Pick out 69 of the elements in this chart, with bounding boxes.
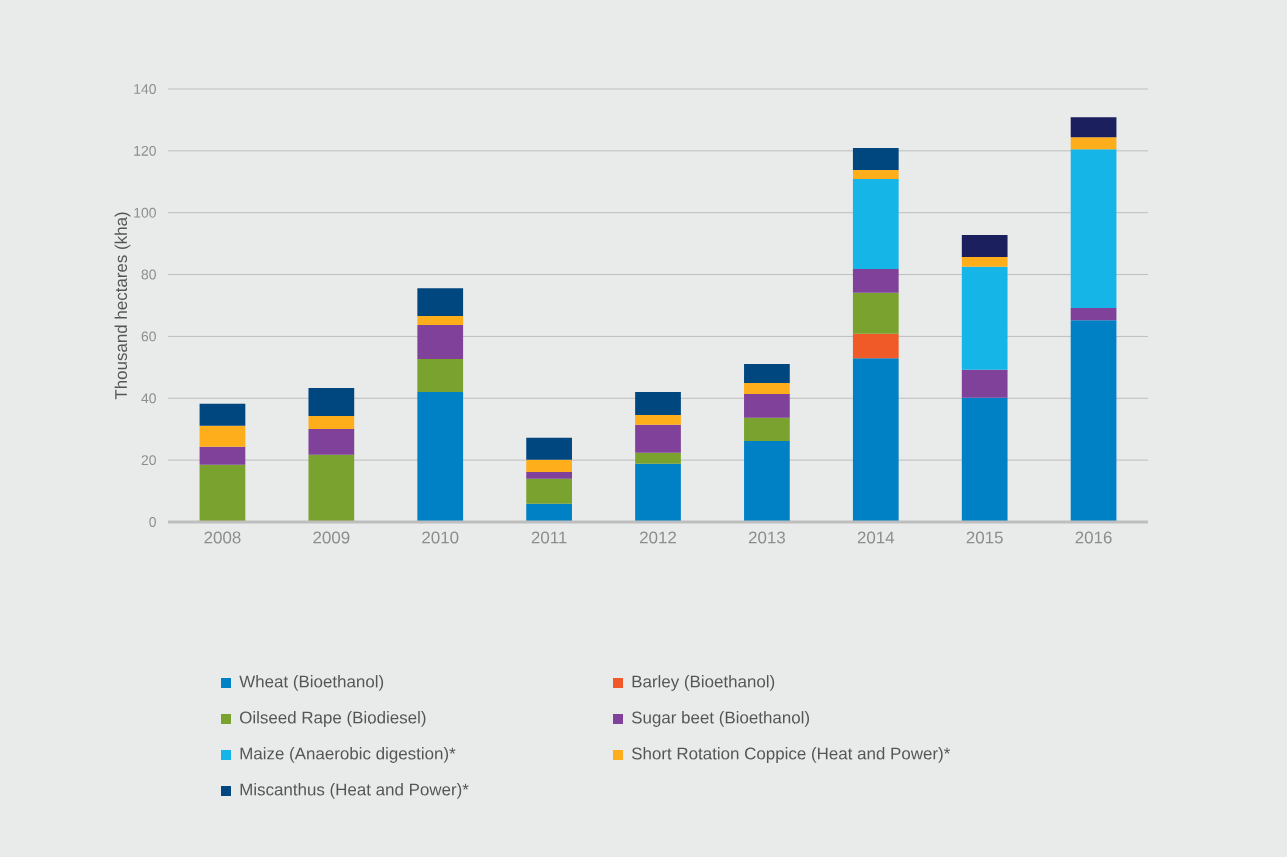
legend-label: Oilseed Rape (Biodiesel) <box>240 711 426 727</box>
bar <box>961 369 1008 398</box>
bar <box>852 178 899 269</box>
bar <box>961 234 1008 257</box>
x-tick-label: 2012 <box>640 531 676 544</box>
x-tick-label: 2008 <box>204 531 241 544</box>
bar <box>852 170 899 179</box>
bar <box>635 414 681 425</box>
bar <box>635 424 681 453</box>
bar <box>961 397 1008 522</box>
y-tick-label: 140 <box>134 84 156 94</box>
bar <box>744 440 790 522</box>
bar <box>308 428 355 455</box>
bar <box>744 393 790 418</box>
bar <box>744 363 790 384</box>
y-tick-label: 80 <box>141 269 156 280</box>
legend-label: Barley (Bioethanol) <box>632 675 775 691</box>
x-tick-label: 2013 <box>748 531 785 544</box>
x-tick-label: 2011 <box>531 531 567 544</box>
bar <box>961 266 1008 370</box>
bar <box>1070 117 1117 138</box>
x-tick-label: 2010 <box>422 531 459 544</box>
bar <box>961 256 1008 267</box>
bar <box>852 148 899 171</box>
bar <box>852 268 899 293</box>
bar <box>1070 149 1117 308</box>
bar <box>308 388 355 416</box>
y-tick-label: 100 <box>134 207 156 218</box>
y-tick-label: 120 <box>134 145 156 156</box>
legend-label: Wheat (Bioethanol) <box>239 675 384 691</box>
bar <box>526 459 572 472</box>
bar <box>744 417 790 441</box>
bar <box>526 437 572 460</box>
bar <box>417 392 464 522</box>
y-tick-label: 20 <box>141 455 156 466</box>
bar <box>852 292 899 334</box>
bar <box>744 383 790 394</box>
bar <box>1070 307 1117 321</box>
y-tick-label: 40 <box>141 393 156 404</box>
bar <box>635 392 681 415</box>
bar <box>199 464 246 522</box>
bar <box>417 316 464 325</box>
x-tick-label: 2015 <box>966 531 1003 544</box>
bar <box>199 403 246 426</box>
bar <box>417 324 464 359</box>
y-axis-title: Thousand hectares (kha) <box>114 212 131 400</box>
legend-label: Miscanthus (Heat and Power)* <box>240 783 469 799</box>
bar <box>199 425 246 447</box>
bar <box>308 454 355 522</box>
bar <box>526 471 572 479</box>
bar <box>526 478 572 504</box>
x-tick-label: 2014 <box>857 531 895 544</box>
bar <box>1070 137 1117 150</box>
bar <box>852 333 899 359</box>
legend-label: Sugar beet (Bioethanol) <box>631 711 810 727</box>
bar <box>199 446 246 465</box>
bar <box>852 358 899 522</box>
bar <box>308 415 355 429</box>
legend-label: Maize (Anaerobic digestion)* <box>240 747 456 763</box>
bar <box>1070 320 1117 522</box>
y-tick-label: 0 <box>149 517 156 527</box>
x-tick-label: 2016 <box>1075 531 1112 544</box>
x-tick-label: 2009 <box>313 531 350 544</box>
legend-label: Short Rotation Coppice (Heat and Power)* <box>631 747 951 763</box>
bar <box>417 358 464 393</box>
bar <box>635 452 681 464</box>
bar <box>635 463 681 522</box>
bar <box>417 288 464 316</box>
y-tick-label: 60 <box>141 331 156 342</box>
